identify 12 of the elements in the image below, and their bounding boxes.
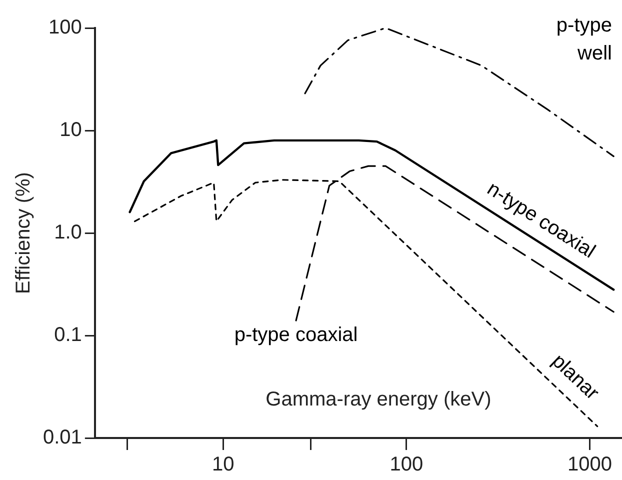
text: p-type well (556, 14, 612, 65)
series-label: p-type coaxial (234, 324, 358, 346)
y-tick-label: 1.0 (54, 222, 82, 244)
y-axis-title: Efficiency (%) (12, 172, 35, 294)
x-tick-label: 10 (212, 454, 234, 476)
x-axis-title: Gamma-ray energy (keV) (266, 388, 492, 411)
y-tick-label: 0.01 (42, 426, 82, 449)
y-tick-label: 10 (60, 119, 82, 142)
x-tick-label: 100 (390, 454, 424, 476)
y-tick-label: 100 (48, 16, 82, 39)
x-tick-label: 1000 (567, 454, 612, 476)
y-tick-label: 0.1 (54, 324, 82, 346)
